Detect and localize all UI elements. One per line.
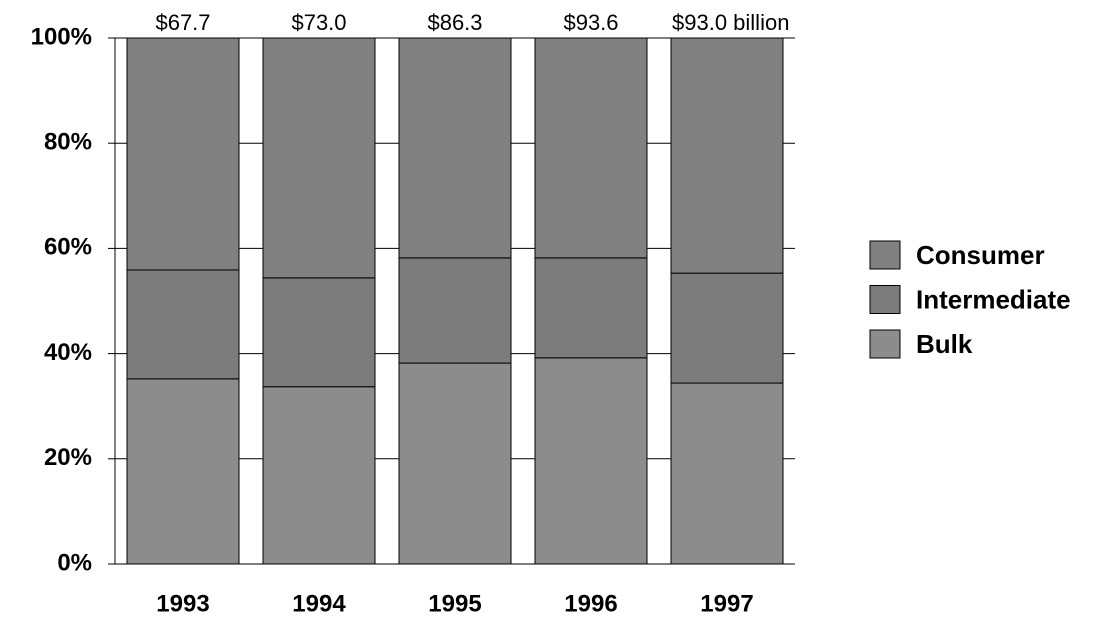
y-tick-label: 60%: [44, 234, 92, 261]
legend-swatch: [869, 329, 901, 359]
bar-segment: [670, 272, 784, 384]
legend-label: Intermediate: [916, 284, 1071, 314]
bar-segment: [398, 257, 512, 364]
bar-segment: [670, 37, 784, 274]
bar-segment: [398, 362, 512, 565]
bar-segment: [534, 357, 648, 565]
y-tick-label: 20%: [44, 444, 92, 471]
y-tick-label: 40%: [44, 339, 92, 366]
bar-total: $73.0: [291, 10, 346, 35]
y-tick-label: 100%: [31, 23, 92, 50]
bar-segment: [262, 37, 376, 279]
bar-segment: [126, 37, 240, 271]
legend-swatch: [869, 240, 901, 270]
bar-segment: [534, 37, 648, 259]
bar-total: $93.0 billion: [672, 10, 789, 35]
x-tick-label: 1993: [156, 590, 209, 617]
bar-segment: [126, 378, 240, 565]
x-tick-label: 1994: [292, 590, 346, 617]
legend-swatch: [869, 285, 901, 314]
bar-segment: [398, 37, 512, 259]
legend-label: Bulk: [916, 329, 973, 359]
x-tick-label: 1995: [428, 590, 481, 617]
bar-segment: [126, 269, 240, 380]
bar-segment: [262, 386, 376, 565]
bar-segment: [670, 382, 784, 565]
y-tick-label: 0%: [57, 549, 92, 576]
x-tick-label: 1996: [564, 590, 617, 617]
x-tick-label: 1997: [700, 590, 753, 617]
bar-segment: [262, 277, 376, 388]
bar-total: $86.3: [427, 10, 482, 35]
y-tick-label: 80%: [44, 129, 92, 156]
bar-total: $93.6: [563, 10, 618, 35]
legend-label: Consumer: [916, 240, 1045, 270]
bar-total: $67.7: [155, 10, 210, 35]
bar-segment: [534, 257, 648, 359]
